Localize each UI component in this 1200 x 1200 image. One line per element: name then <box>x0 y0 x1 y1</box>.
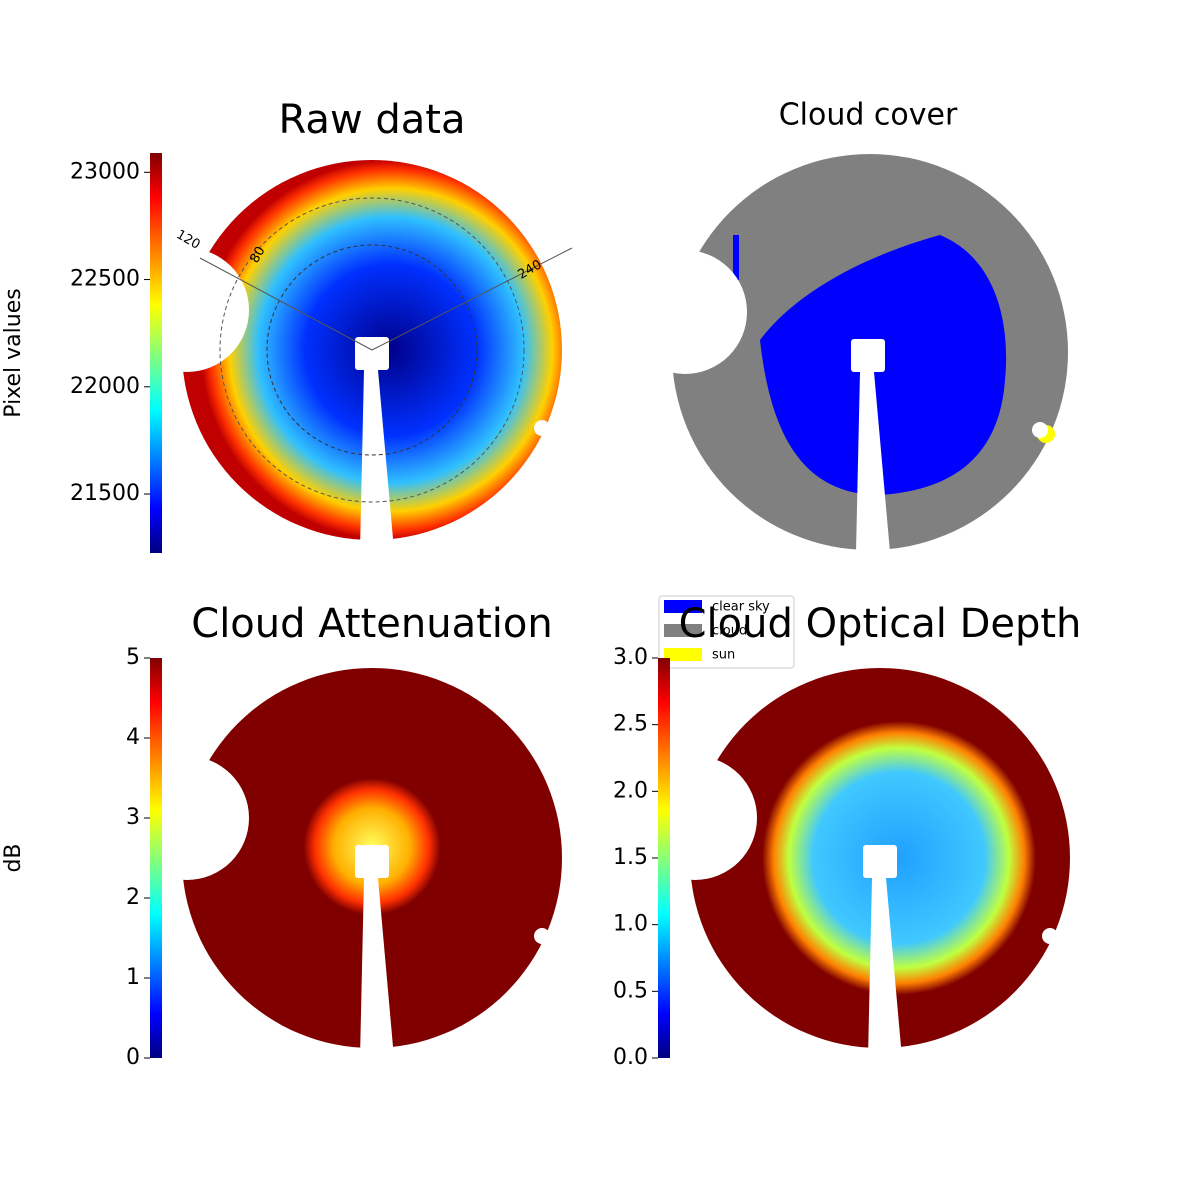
panel-title: Cloud Attenuation <box>191 601 552 647</box>
colorbar-tick-label: 0.5 <box>613 978 648 1003</box>
mast-mount <box>851 339 885 372</box>
panel-title: Cloud cover <box>779 98 958 133</box>
mast-mount <box>863 845 897 878</box>
panel-title: Raw data <box>279 97 466 143</box>
legend-label: cloud <box>712 624 747 639</box>
colorbar-tick-label: 21500 <box>70 481 140 506</box>
horizon-obstruction <box>623 250 747 374</box>
colorbar-tick-label: 23000 <box>70 159 140 184</box>
horizon-obstruction <box>125 756 249 880</box>
colorbar <box>150 153 162 553</box>
colorbar-tick-label: 5 <box>126 645 140 670</box>
mast <box>868 878 902 1058</box>
colorbar-tick-label: 2.5 <box>613 712 648 737</box>
colorbar-tick-label: 1 <box>126 965 140 990</box>
colorbar <box>150 658 162 1058</box>
colorbar-tick-label: 2.0 <box>613 778 648 803</box>
horizon-obstruction <box>1032 422 1048 438</box>
azimuth-line <box>199 257 373 351</box>
horizon-obstruction <box>633 756 757 880</box>
colorbar-tick-label: 0 <box>126 1045 140 1070</box>
legend-label: sun <box>712 648 735 663</box>
colorbar-tick-label: 1.5 <box>613 845 648 870</box>
elevation-ring <box>219 197 525 503</box>
mast <box>360 370 394 550</box>
legend-swatch <box>664 624 702 637</box>
sky-class <box>733 235 739 280</box>
legend-label: clear sky <box>712 600 770 615</box>
elevation-ring <box>266 244 478 456</box>
colorbar-tick-label: 22500 <box>70 267 140 292</box>
colorbar-tick-label: 22000 <box>70 374 140 399</box>
legend-swatch <box>664 648 702 661</box>
colorbar-tick-label: 0.0 <box>613 1045 648 1070</box>
panel-title: Cloud Optical Depth <box>679 601 1082 647</box>
horizon-obstruction <box>125 248 249 372</box>
mast <box>856 372 890 552</box>
colorbar-label: dB <box>1 843 26 872</box>
colorbar <box>658 658 670 1058</box>
colorbar-tick-label: 2 <box>126 885 140 910</box>
colorbar-tick-label: 4 <box>126 725 140 750</box>
mast-mount <box>355 845 389 878</box>
colorbar-tick-label: 1.0 <box>613 912 648 937</box>
azimuth-line <box>371 247 573 351</box>
azimuth-label: 80 <box>247 244 268 266</box>
mast-mount <box>355 337 389 370</box>
horizon-obstruction <box>534 420 550 436</box>
colorbar-label: Pixel values <box>1 288 26 417</box>
legend-swatch <box>664 600 702 613</box>
horizon-obstruction <box>1042 928 1058 944</box>
colorbar-tick-label: 3 <box>126 805 140 830</box>
mast <box>360 878 394 1058</box>
colorbar-tick-label: 3.0 <box>613 645 648 670</box>
horizon-obstruction <box>534 928 550 944</box>
